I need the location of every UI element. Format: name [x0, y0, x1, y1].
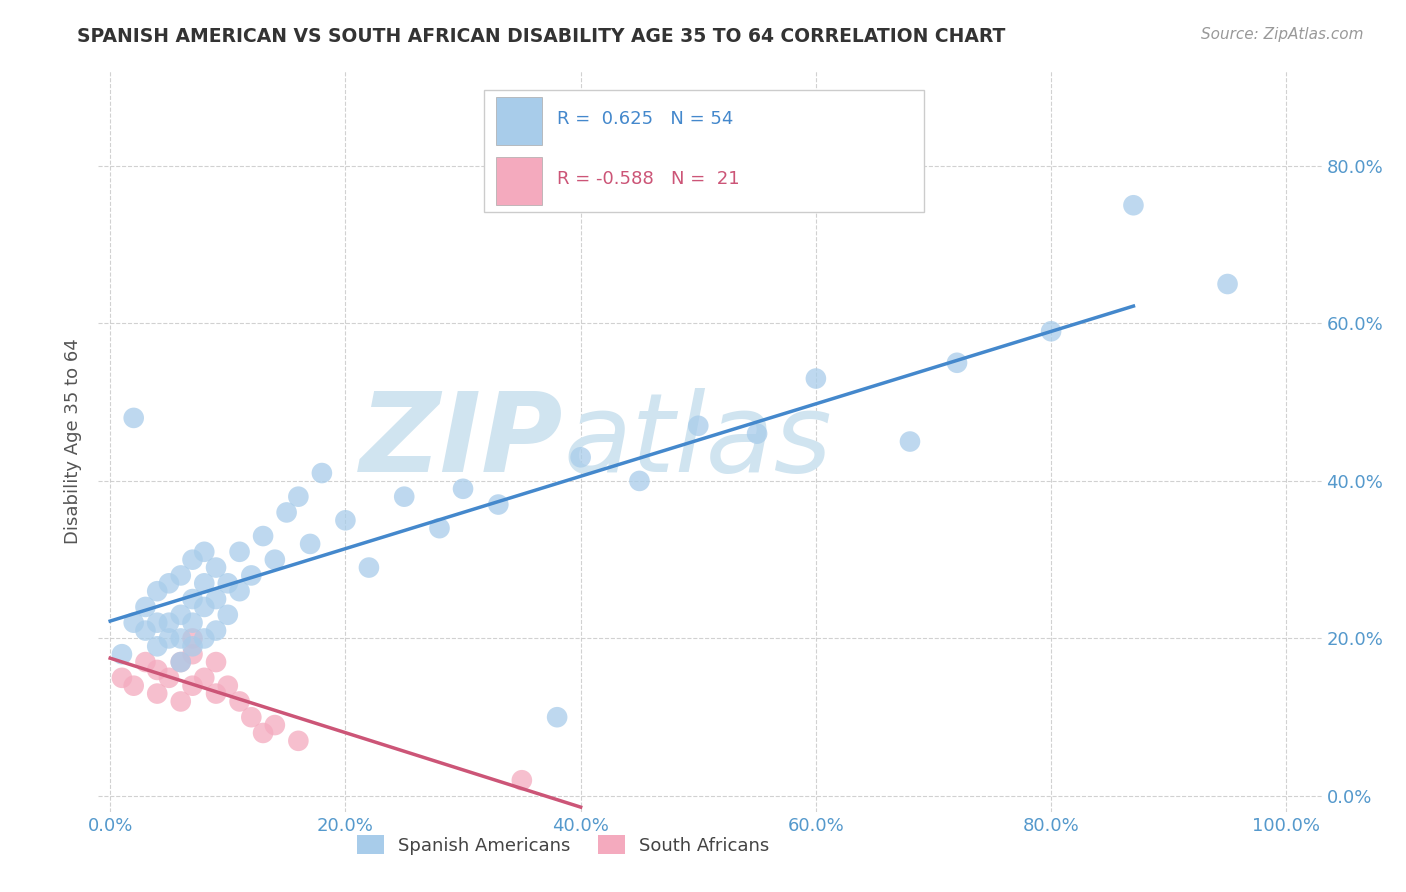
Point — [486, 498, 509, 512]
Point — [111, 647, 134, 661]
Point — [228, 694, 250, 708]
Point — [146, 640, 169, 654]
Point — [181, 640, 204, 654]
Point — [217, 576, 239, 591]
Point — [628, 474, 651, 488]
Point — [170, 632, 193, 646]
Point — [217, 607, 239, 622]
FancyBboxPatch shape — [496, 97, 543, 145]
Text: atlas: atlas — [564, 388, 832, 495]
Point — [181, 679, 204, 693]
Point — [193, 599, 215, 614]
Text: R =  0.625   N = 54: R = 0.625 N = 54 — [557, 111, 734, 128]
Point — [205, 655, 228, 669]
Point — [157, 576, 180, 591]
Text: R = -0.588   N =  21: R = -0.588 N = 21 — [557, 169, 740, 187]
Point — [134, 624, 156, 638]
Point — [240, 710, 263, 724]
Point — [134, 655, 156, 669]
Point — [276, 505, 298, 519]
Point — [357, 560, 380, 574]
Point — [1122, 198, 1144, 212]
Point — [429, 521, 451, 535]
Point — [228, 545, 250, 559]
Point — [122, 679, 145, 693]
Point — [146, 687, 169, 701]
Point — [263, 552, 285, 566]
Point — [240, 568, 263, 582]
Point — [157, 615, 180, 630]
Point — [181, 552, 204, 566]
Point — [263, 718, 285, 732]
Point — [193, 545, 215, 559]
Text: SPANISH AMERICAN VS SOUTH AFRICAN DISABILITY AGE 35 TO 64 CORRELATION CHART: SPANISH AMERICAN VS SOUTH AFRICAN DISABI… — [77, 27, 1005, 45]
FancyBboxPatch shape — [484, 90, 924, 212]
Legend: Spanish Americans, South Africans: Spanish Americans, South Africans — [350, 828, 778, 862]
Point — [205, 687, 228, 701]
Point — [181, 647, 204, 661]
Point — [170, 607, 193, 622]
Y-axis label: Disability Age 35 to 64: Disability Age 35 to 64 — [63, 339, 82, 544]
Point — [157, 671, 180, 685]
Point — [1040, 324, 1063, 338]
Point — [287, 490, 309, 504]
Point — [1216, 277, 1239, 291]
Point — [546, 710, 568, 724]
Point — [299, 537, 322, 551]
Point — [170, 655, 193, 669]
Point — [193, 632, 215, 646]
Point — [146, 615, 169, 630]
Point — [451, 482, 474, 496]
Point — [569, 450, 592, 465]
Point — [510, 773, 533, 788]
Point — [228, 584, 250, 599]
Point — [170, 694, 193, 708]
Point — [392, 490, 416, 504]
Point — [946, 356, 969, 370]
Text: ZIP: ZIP — [360, 388, 564, 495]
Point — [122, 615, 145, 630]
FancyBboxPatch shape — [496, 156, 543, 204]
Point — [688, 418, 710, 433]
Point — [745, 426, 768, 441]
Point — [252, 529, 274, 543]
Point — [335, 513, 357, 527]
Point — [122, 411, 145, 425]
Point — [181, 592, 204, 607]
Point — [111, 671, 134, 685]
Point — [287, 734, 309, 748]
Point — [205, 592, 228, 607]
Point — [170, 655, 193, 669]
Point — [205, 624, 228, 638]
Point — [193, 576, 215, 591]
Point — [217, 679, 239, 693]
Point — [898, 434, 921, 449]
Point — [146, 663, 169, 677]
Point — [193, 671, 215, 685]
Point — [181, 615, 204, 630]
Text: Source: ZipAtlas.com: Source: ZipAtlas.com — [1201, 27, 1364, 42]
Point — [804, 371, 827, 385]
Point — [311, 466, 333, 480]
Point — [252, 726, 274, 740]
Point — [205, 560, 228, 574]
Point — [134, 599, 156, 614]
Point — [146, 584, 169, 599]
Point — [181, 632, 204, 646]
Point — [157, 632, 180, 646]
Point — [170, 568, 193, 582]
